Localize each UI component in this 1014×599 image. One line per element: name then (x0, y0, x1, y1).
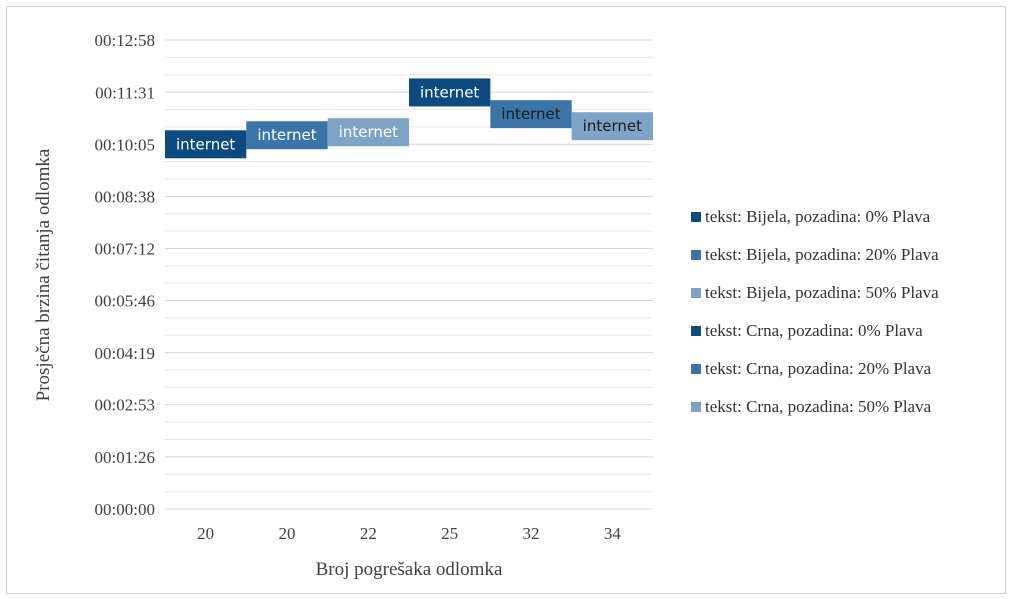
legend-swatch (691, 364, 701, 374)
y-tick-label: 00:08:38 (95, 188, 155, 207)
y-tick-label: 00:00:00 (95, 500, 155, 519)
legend-swatch (691, 212, 701, 222)
y-tick-label: 00:10:05 (95, 135, 155, 154)
x-tick-label: 20 (197, 524, 214, 543)
legend: tekst: Bijela, pozadina: 0% Plava tekst: … (691, 207, 939, 416)
y-tick-label: 00:04:19 (95, 344, 155, 363)
y-tick-label: 00:12:58 (95, 31, 155, 50)
legend-entry: tekst: Crna, pozadina: 0% Plava (705, 321, 923, 340)
data-label: internet (583, 117, 642, 135)
legend-swatch (691, 288, 701, 298)
data-marker (490, 100, 572, 129)
data-label: internet (420, 83, 479, 101)
x-axis-title: Broj pogrešaka odlomka (316, 559, 503, 580)
y-tick-label: 00:05:46 (95, 291, 155, 310)
legend-entry: tekst: Crna, pozadina: 20% Plava (705, 359, 932, 378)
y-tick-label: 00:07:12 (95, 240, 155, 259)
y-tick-label: 00:01:26 (95, 448, 155, 467)
legend-entry: tekst: Bijela, pozadina: 20% Plava (705, 245, 939, 264)
legend-entry: tekst: Bijela, pozadina: 0% Plava (705, 207, 931, 226)
data-marker (165, 130, 247, 159)
x-axis-ticks: 20 20 22 25 32 34 (197, 524, 621, 543)
data-label: internet (176, 135, 235, 153)
data-label: internet (339, 123, 398, 141)
legend-swatch (691, 250, 701, 260)
chart-frame: 00:00:00 00:01:26 00:02:53 00:04:19 00:05:46… (6, 6, 1006, 594)
y-tick-label: 00:02:53 (95, 396, 155, 415)
data-marker (571, 112, 653, 141)
data-markers: internet internet internet internet internet… (165, 78, 653, 159)
data-label: internet (257, 126, 316, 144)
x-tick-label: 20 (279, 524, 296, 543)
legend-swatch (691, 402, 701, 412)
data-marker (246, 121, 328, 150)
data-marker (327, 118, 409, 147)
data-marker (409, 78, 491, 107)
y-tick-label: 00:11:31 (95, 83, 155, 102)
x-tick-label: 34 (604, 524, 622, 543)
legend-entry: tekst: Crna, pozadina: 50% Plava (705, 397, 932, 416)
x-tick-label: 22 (360, 524, 377, 543)
gridlines (165, 39, 653, 510)
legend-swatch (691, 326, 701, 336)
x-tick-label: 25 (441, 524, 458, 543)
x-tick-label: 32 (523, 524, 540, 543)
legend-entry: tekst: Bijela, pozadina: 50% Plava (705, 283, 939, 302)
y-axis-title: Prosječna brzina čitanja odlomka (33, 148, 54, 401)
reading-speed-chart: 00:00:00 00:01:26 00:02:53 00:04:19 00:05:46… (33, 31, 939, 580)
data-label: internet (501, 105, 560, 123)
y-axis-ticks: 00:00:00 00:01:26 00:02:53 00:04:19 00:05:46… (95, 31, 155, 519)
